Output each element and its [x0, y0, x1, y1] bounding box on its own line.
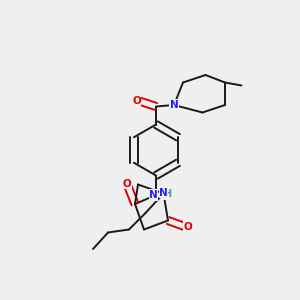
Text: O: O — [122, 179, 131, 189]
Text: N: N — [149, 190, 158, 200]
Text: N: N — [159, 188, 168, 198]
Text: O: O — [184, 221, 193, 232]
Text: O: O — [132, 96, 141, 106]
Text: N: N — [169, 100, 178, 110]
Text: H: H — [163, 189, 172, 200]
